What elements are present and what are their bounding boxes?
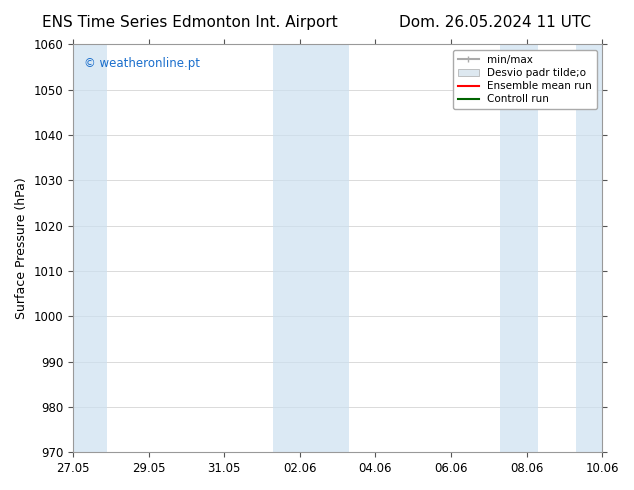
Bar xyxy=(73,45,107,452)
Bar xyxy=(576,45,602,452)
Bar xyxy=(273,45,349,452)
Text: © weatheronline.pt: © weatheronline.pt xyxy=(84,57,200,70)
Text: Dom. 26.05.2024 11 UTC: Dom. 26.05.2024 11 UTC xyxy=(399,15,590,30)
Text: ENS Time Series Edmonton Int. Airport: ENS Time Series Edmonton Int. Airport xyxy=(42,15,338,30)
Bar xyxy=(500,45,538,452)
Legend: min/max, Desvio padr tilde;o, Ensemble mean run, Controll run: min/max, Desvio padr tilde;o, Ensemble m… xyxy=(453,49,597,109)
Y-axis label: Surface Pressure (hPa): Surface Pressure (hPa) xyxy=(15,177,28,319)
